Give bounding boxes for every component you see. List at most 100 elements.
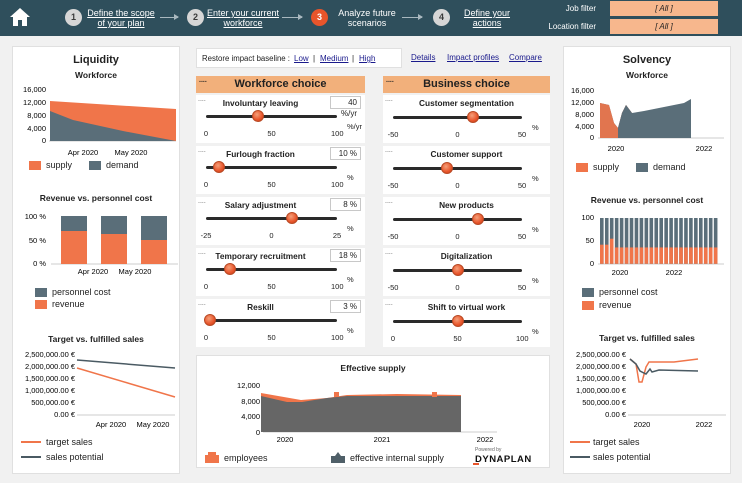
target-sales-line <box>629 358 699 383</box>
logo-accent <box>473 454 479 465</box>
step-3-link[interactable]: Analyze future scenarios <box>338 8 396 28</box>
personnel-cost-bar <box>649 218 654 264</box>
y-tick: 50 <box>586 236 594 245</box>
slider-handle[interactable] <box>223 263 236 275</box>
home-icon[interactable] <box>9 7 31 29</box>
slider-tick: 0 <box>203 282 209 291</box>
slider-handle[interactable] <box>203 314 216 326</box>
y-tick: 100 <box>581 213 594 222</box>
personnel-cost-bar <box>689 218 693 264</box>
row-menu-icon[interactable]: .... <box>385 300 393 307</box>
slider-track[interactable] <box>206 115 337 118</box>
legend-supply: supply <box>576 162 619 172</box>
row-menu-icon[interactable]: .... <box>385 249 393 256</box>
slider-handle[interactable] <box>286 212 299 224</box>
y-tick: 8,000 <box>27 111 46 120</box>
slider-value-input[interactable]: 18 % <box>330 249 361 262</box>
y-tick: 0.00 € <box>54 410 76 419</box>
legend-demand: demand <box>89 160 139 170</box>
effective-supply-card: Effective supply 12,000 8,000 4,000 0 20… <box>196 355 550 468</box>
step-1-link[interactable]: Define the scope of your plan <box>87 8 155 28</box>
slider-track[interactable] <box>206 166 337 169</box>
liquidity-target-chart: 2,500,000.00 € 2,000,000.00 € 1,500,000.… <box>25 350 176 429</box>
slider-row: .... Digitalization% -50 0 50 <box>383 248 550 296</box>
row-menu-icon[interactable]: .... <box>385 96 393 103</box>
slider-track[interactable] <box>206 319 337 322</box>
baseline-medium-link[interactable]: Medium <box>320 54 349 63</box>
step-2-badge[interactable]: 2 <box>187 9 204 26</box>
revenue-bar <box>654 247 659 264</box>
personnel-cost-bar <box>703 218 708 264</box>
personnel-cost-bar <box>644 218 649 264</box>
slider-handle[interactable] <box>451 315 464 327</box>
x-tick: 2022 <box>666 268 683 277</box>
step-3-badge[interactable]: 3 <box>311 9 328 26</box>
job-filter-label: Job filter <box>565 4 596 13</box>
slider-tick: 0 <box>455 283 460 292</box>
slider-handle[interactable] <box>252 110 265 122</box>
details-link[interactable]: Details <box>411 53 436 62</box>
step-2-link[interactable]: Enter your current workforce <box>206 8 280 28</box>
revenue-bar <box>614 247 619 264</box>
y-tick: 100 % <box>25 212 47 221</box>
legend-supply: supply <box>29 160 72 170</box>
x-tick: May 2020 <box>115 148 148 157</box>
slider-tick: 50 <box>267 129 276 138</box>
slider-row: .... New products% -50 0 50 <box>383 197 550 245</box>
revenue-bar <box>708 247 713 264</box>
row-menu-icon[interactable]: .... <box>385 198 393 205</box>
baseline-low-link[interactable]: Low <box>294 54 309 63</box>
row-menu-icon[interactable]: .... <box>198 96 206 103</box>
baseline-label: Restore impact baseline : <box>202 54 290 63</box>
location-filter-select[interactable]: [ All ] <box>610 19 718 34</box>
step-1-badge[interactable]: 1 <box>65 9 82 26</box>
slider-handle[interactable] <box>213 161 226 173</box>
personnel-cost-bar <box>629 218 634 264</box>
slider-handle[interactable] <box>466 111 479 123</box>
row-menu-icon[interactable]: .... <box>198 147 206 154</box>
row-menu-icon[interactable]: .... <box>385 147 393 154</box>
slider-track[interactable] <box>393 116 522 119</box>
slider-value-input[interactable]: 3 % <box>330 300 361 313</box>
slider-track[interactable] <box>206 268 337 271</box>
slider-handle[interactable] <box>451 264 464 276</box>
slider-track[interactable] <box>206 217 337 220</box>
slider-tick: 50 <box>453 334 462 343</box>
slider-value-input[interactable]: 10 % <box>330 147 361 160</box>
slider-value-input[interactable]: 8 % <box>330 198 361 211</box>
slider-value-input[interactable]: 40 %/yr <box>330 96 361 118</box>
slider-label: Customer segmentation <box>419 98 514 108</box>
slider-tick: 50 <box>267 180 276 189</box>
slider-tick: -50 <box>387 130 399 139</box>
personnel-cost-bar <box>684 218 688 264</box>
y-tick: 8,000 <box>575 110 594 119</box>
slider-row: .... Salary adjustment 8 %% -25 0 25 <box>196 197 365 245</box>
impact-baseline-bar: Restore impact baseline : Low | Medium |… <box>196 48 402 68</box>
row-menu-icon[interactable]: .... <box>198 249 206 256</box>
slider-handle[interactable] <box>472 213 485 225</box>
legend-demand: demand <box>636 162 686 172</box>
row-menu-icon[interactable]: .... <box>198 300 206 307</box>
slider-unit: % <box>532 225 539 234</box>
separator: | <box>313 54 316 63</box>
location-filter-label: Location filter <box>548 22 596 31</box>
compare-link[interactable]: Compare <box>509 53 542 62</box>
slider-track[interactable] <box>393 167 522 170</box>
slider-track[interactable] <box>393 218 522 221</box>
slider-tick: 0 <box>455 181 460 190</box>
y-tick: 2,000,000.00 € <box>576 362 627 371</box>
job-filter-select[interactable]: [ All ] <box>610 1 718 16</box>
slider-tick: -25 <box>200 231 212 240</box>
baseline-high-link[interactable]: High <box>359 54 376 63</box>
y-tick: 8,000 <box>241 397 260 406</box>
y-tick: 500,000.00 € <box>31 398 76 407</box>
impact-profiles-link[interactable]: Impact profiles <box>447 53 500 62</box>
legend-target-sales: target sales <box>570 437 640 447</box>
solvency-revenue-chart: 100 50 0 2020 2022 <box>581 213 724 277</box>
personnel-cost-bar <box>639 218 644 264</box>
step-4-badge[interactable]: 4 <box>433 9 450 26</box>
row-menu-icon[interactable]: .... <box>198 198 206 205</box>
personnel-cost-bar <box>664 218 668 264</box>
step-4-link[interactable]: Define your actions <box>463 8 511 28</box>
slider-handle[interactable] <box>441 162 454 174</box>
